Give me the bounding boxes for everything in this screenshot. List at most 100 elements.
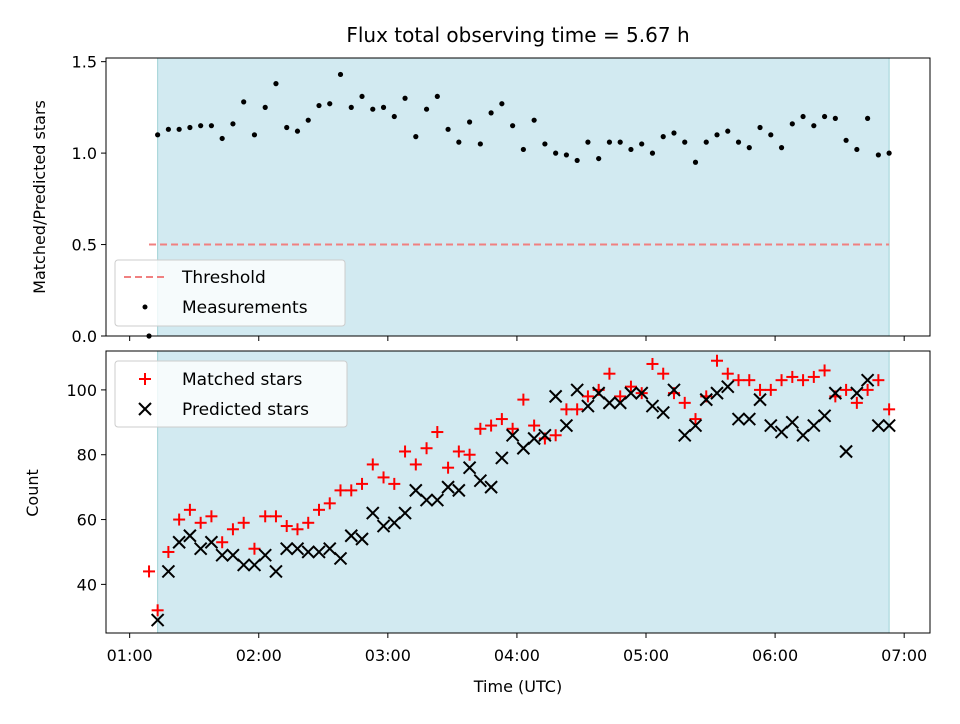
predicted-star-point [742, 412, 756, 426]
top-y-ticks: 0.0 0.5 1.0 1.5 [72, 53, 106, 346]
measurement-point [725, 128, 731, 134]
predicted-star-point [645, 399, 660, 413]
top-panel: 0.0 0.5 1.0 1.5 Flux total observing time =… [30, 23, 931, 346]
predicted-star-point [516, 441, 531, 455]
matched-star-point [452, 445, 465, 458]
measurement-point [477, 141, 483, 147]
predicted-star-point [774, 425, 789, 439]
predicted-star-point [688, 418, 703, 433]
matched-star-point [420, 442, 433, 455]
measurement-point [649, 150, 656, 156]
legend-matched-swatch [139, 373, 151, 385]
measurement-point [165, 126, 171, 132]
bottom-panel: 40 60 80 100 01:00 02:00 03:00 04:00 05:00 06:00… [23, 350, 931, 696]
predicted-star-point [344, 529, 358, 543]
bottom-legend: Matched stars Predicted stars [114, 360, 348, 428]
predicted-star-point [280, 542, 294, 556]
predicted-star-point [667, 383, 681, 397]
predicted-star-point [398, 506, 412, 520]
matched-star-point [237, 516, 250, 529]
measurement-point [735, 139, 742, 145]
predicted-star-point [785, 415, 800, 430]
predicted-star-point [387, 516, 401, 530]
matched-star-point [280, 520, 293, 533]
matched-star-point [302, 516, 315, 529]
measurement-point [230, 121, 236, 127]
predicted-star-point [172, 535, 186, 549]
measurement-point [778, 145, 785, 151]
predicted-star-point [430, 493, 445, 507]
matched-star-point [506, 422, 519, 435]
legend-predicted-label: Predicted stars [182, 400, 309, 420]
top-legend-box [114, 259, 346, 327]
bottom-x-tick-label: 02:00 [236, 646, 282, 665]
measurement-point [316, 102, 322, 109]
top-plot-frame [105, 57, 931, 337]
predicted-star-point [731, 412, 746, 426]
measurement-point [176, 126, 182, 132]
matched-star-point [409, 458, 422, 471]
measurement-point [305, 117, 311, 123]
predicted-star-point [882, 418, 896, 433]
measurement-point [445, 126, 451, 132]
matched-star-point [840, 383, 853, 396]
predicted-star-point [161, 564, 176, 579]
top-y-axis-label: Matched/Predicted stars [30, 100, 49, 294]
measurement-point [423, 106, 430, 112]
predicted-star-point [376, 519, 391, 533]
matched-star-point [151, 604, 164, 617]
measurement-point [768, 132, 774, 138]
predicted-star-point [333, 551, 348, 566]
predicted-star-point [269, 564, 283, 579]
predicted-star-point [796, 428, 810, 442]
predicted-star-point [635, 386, 649, 400]
matched-star-point [291, 523, 304, 536]
matched-star-point [786, 370, 799, 383]
predicted-star-point [753, 392, 767, 407]
measurement-point [262, 104, 268, 110]
measurement-point [714, 132, 720, 138]
predicted-star-point [419, 493, 434, 507]
measurement-point [821, 113, 828, 120]
legend-measurements-swatch [142, 304, 148, 310]
legend-matched-label: Matched stars [182, 370, 302, 390]
measurement-point [843, 137, 849, 143]
top-x-ticks [129, 336, 905, 341]
matched-star-point [259, 510, 272, 523]
predicted-star-point [473, 473, 488, 488]
predicted-star-point [505, 428, 520, 442]
predicted-star-point [215, 548, 229, 562]
matched-star-point [485, 419, 498, 432]
matched-star-point [571, 403, 584, 416]
measurement-point [660, 134, 666, 140]
predicted-star-point [301, 545, 315, 559]
predicted-star-point [624, 386, 638, 400]
predicted-star-point [721, 379, 735, 394]
legend-threshold-label: Threshold [181, 268, 266, 288]
matched-star-point [216, 536, 229, 549]
measurement-point [348, 104, 354, 110]
predicted-star-point [258, 548, 272, 562]
matched-star-point [797, 374, 810, 387]
predicted-star-point [538, 428, 552, 442]
matched-star-point [560, 403, 573, 416]
predicted-star-point [602, 396, 617, 410]
predicted-star-point [839, 444, 853, 459]
measurement-point [628, 146, 634, 153]
predicted-star-point [409, 483, 423, 498]
predicted-star-point [236, 558, 251, 572]
matched-star-point [657, 367, 670, 380]
measurement-point [391, 113, 397, 120]
measurement-point [789, 121, 795, 127]
top-y-tick-label: 1.0 [72, 144, 97, 163]
predicted-star-point [570, 383, 584, 397]
measurement-point [639, 141, 645, 147]
top-y-tick-label: 1.5 [72, 53, 97, 72]
measurement-point [488, 110, 494, 116]
matched-star-point [624, 380, 637, 393]
matched-star-point [334, 484, 347, 497]
matched-star-point [226, 523, 239, 536]
matched-star-point [388, 477, 401, 490]
measurement-point [574, 157, 580, 164]
